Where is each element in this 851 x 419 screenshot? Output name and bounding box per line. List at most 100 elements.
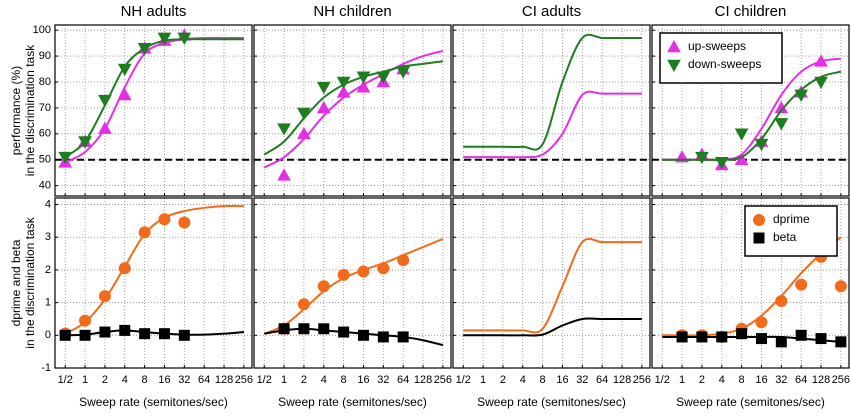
fit-curve [64, 38, 244, 158]
marker [119, 324, 131, 336]
marker [755, 333, 767, 345]
legend-label: up-sweeps [688, 39, 746, 53]
x-tick-label: 8 [142, 374, 148, 386]
marker [815, 333, 827, 345]
marker [297, 298, 310, 311]
marker [336, 85, 351, 98]
x-tick-label: 8 [540, 374, 546, 386]
marker [835, 336, 847, 348]
plot-frame [54, 24, 253, 197]
fit-curve [64, 36, 244, 164]
x-tick-label: 128 [215, 374, 233, 386]
marker [356, 80, 371, 93]
x-tick-label: 1/2 [58, 374, 73, 386]
plot-frame [253, 24, 452, 197]
marker [357, 329, 369, 341]
plot-area [254, 198, 451, 368]
marker [814, 54, 828, 67]
marker [118, 262, 131, 275]
y-tick-label: 50 [39, 154, 51, 166]
marker [98, 290, 111, 303]
legend-marker [667, 59, 681, 73]
marker [297, 107, 311, 121]
x-axis-label: Sweep rate (semitones/sec) [278, 395, 427, 409]
x-tick-label: 32 [178, 374, 190, 386]
marker [59, 329, 71, 341]
marker [98, 94, 112, 108]
y-axis-label: performance (%) [9, 66, 23, 155]
x-tick-label: 2 [699, 374, 705, 386]
x-tick-label: 64 [198, 374, 210, 386]
x-tick-label: 1 [281, 374, 287, 386]
marker [316, 81, 331, 95]
marker [58, 151, 73, 165]
marker [734, 128, 749, 141]
marker [298, 323, 310, 335]
x-tick-label: 2 [500, 374, 506, 386]
fit-curve [463, 90, 642, 159]
marker [377, 331, 389, 343]
marker [377, 262, 390, 275]
fit-curve [662, 335, 841, 343]
x-axis-label: Sweep rate (semitones/sec) [79, 395, 228, 409]
x-tick-label: 8 [341, 374, 347, 386]
marker [178, 329, 190, 341]
x-tick-label: 4 [321, 374, 327, 386]
legend-marker [667, 39, 681, 53]
legend-label: dprime [773, 212, 810, 226]
y-tick-label: 0 [45, 329, 51, 341]
marker [356, 71, 371, 84]
plot-frame [54, 197, 253, 369]
x-tick-label: 32 [775, 374, 787, 386]
plot-frame [452, 197, 651, 369]
x-tick-label: 16 [556, 374, 568, 386]
marker [79, 329, 91, 341]
y-tick-label: 60 [39, 128, 51, 140]
x-tick-label: 1 [82, 374, 88, 386]
x-tick-label: 64 [596, 374, 608, 386]
legend-marker [753, 232, 765, 244]
marker [755, 316, 768, 329]
marker [834, 280, 847, 293]
panel-title: NH adults [121, 3, 187, 20]
x-tick-label: 32 [377, 374, 389, 386]
marker [157, 32, 172, 45]
y-tick-label: 3 [45, 231, 51, 243]
marker [716, 331, 728, 343]
marker [277, 123, 291, 136]
marker [316, 100, 331, 114]
marker [99, 326, 111, 338]
plot-frame [253, 197, 452, 369]
marker [337, 268, 350, 281]
plot-frame [651, 197, 850, 369]
x-tick-label: 64 [795, 374, 807, 386]
marker [795, 278, 808, 291]
marker [338, 326, 350, 338]
marker [98, 121, 112, 134]
y-tick-label: 80 [39, 76, 51, 88]
x-tick-label: 256 [832, 374, 850, 386]
y-tick-label: -1 [41, 362, 51, 374]
marker [396, 66, 411, 79]
marker [775, 336, 787, 348]
marker [695, 151, 709, 165]
x-axis-label: Sweep rate (semitones/sec) [676, 395, 825, 409]
y-tick-label: 4 [45, 198, 51, 210]
fit-curve [463, 33, 642, 151]
y-axis-label: in the discrimination task [23, 44, 37, 176]
marker [397, 331, 409, 343]
plot-frame [452, 24, 651, 197]
plot-frame [651, 24, 850, 197]
marker [117, 87, 132, 101]
x-tick-label: 1 [679, 374, 685, 386]
marker [676, 331, 688, 343]
marker [278, 323, 290, 335]
marker [336, 76, 351, 90]
y-tick-label: 2 [45, 264, 51, 276]
fit-curve [263, 49, 444, 169]
fit-curve [662, 70, 842, 161]
legend-label: beta [773, 230, 797, 244]
fit-curve [662, 236, 842, 337]
fit-curve [65, 329, 244, 337]
